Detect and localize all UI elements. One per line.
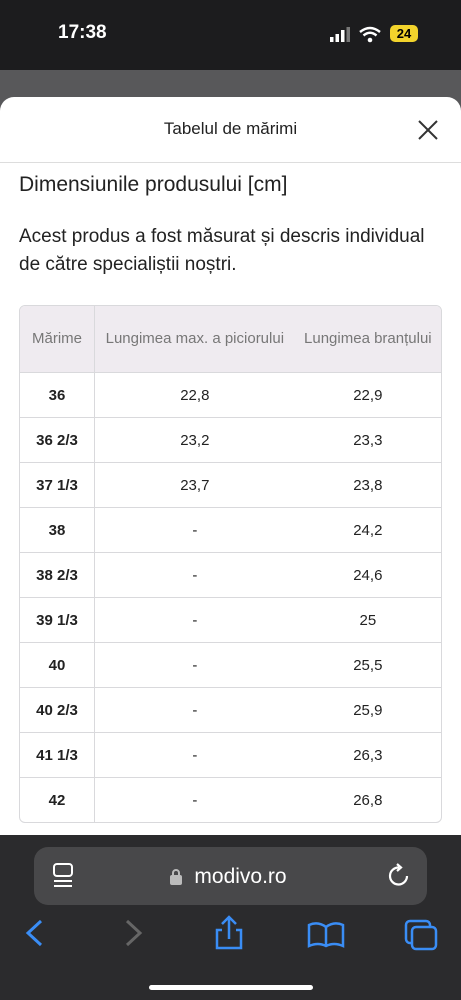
table-row: 38-24,2 <box>20 507 441 553</box>
header-cell: Lungimea max. a piciorului <box>94 306 295 373</box>
table-cell: - <box>94 642 295 688</box>
close-button[interactable] <box>417 119 439 141</box>
table-cell: 23,7 <box>94 462 295 508</box>
toolbar <box>25 915 438 951</box>
table-cell: 23,3 <box>294 417 441 463</box>
divider <box>0 162 461 163</box>
header-cell: Lungimea branțului <box>294 306 441 373</box>
home-indicator <box>149 985 313 990</box>
reload-icon[interactable] <box>386 863 412 889</box>
table-cell: - <box>94 507 295 553</box>
modal-title: Tabelul de mărimi <box>163 119 298 138</box>
table-cell: 36 2/3 <box>20 417 95 463</box>
table-cell: - <box>94 732 295 778</box>
table-cell: 25 <box>294 597 441 643</box>
status-icons <box>330 26 381 43</box>
forward-button <box>125 919 143 947</box>
header-cell: Mărime <box>20 306 95 373</box>
table-row: 40-25,5 <box>20 642 441 688</box>
table-cell: 38 2/3 <box>20 552 95 598</box>
table-cell: 24,2 <box>294 507 441 553</box>
table-cell: 41 1/3 <box>20 732 95 778</box>
table-cell: 39 1/3 <box>20 597 95 643</box>
table-cell: 40 <box>20 642 95 688</box>
url-bar[interactable]: modivo.ro <box>34 847 427 905</box>
table-cell: 22,9 <box>353 386 383 404</box>
back-button[interactable] <box>25 919 43 947</box>
table-row: 37 1/3 23,7 23,8 <box>20 462 441 508</box>
table-row: 41 1/3-26,3 <box>20 732 441 778</box>
table-cell: 40 2/3 <box>20 687 95 733</box>
table-cell: 25,5 <box>294 642 441 688</box>
table-cell: 25,9 <box>294 687 441 733</box>
header-row: Mărime Lungimea max. a piciorului Lungimea… <box>20 306 441 373</box>
time: 17:38 <box>58 22 107 43</box>
size-modal: Tabelul de mărimi Dimensiunile produsulu… <box>0 97 461 835</box>
battery: 24 <box>390 25 418 42</box>
description: Acest produs a fost măsurat și descris i… <box>19 226 425 275</box>
table-cell: 36 <box>20 372 95 418</box>
table-cell: - <box>94 552 295 598</box>
table-row: 39 1/3-25 <box>20 597 441 643</box>
table-row: 38 2/3-24,6 <box>20 552 441 598</box>
table-cell: 26,8 <box>294 777 441 822</box>
share-button[interactable] <box>215 915 243 950</box>
table-cell: - <box>94 777 295 822</box>
table-cell: 42 <box>20 777 95 822</box>
table-cell: 26,3 <box>294 732 441 778</box>
bookmarks-button[interactable] <box>307 922 345 948</box>
url: modivo.ro <box>194 865 287 888</box>
table-cell: - <box>94 687 295 733</box>
tabs-button[interactable] <box>404 919 438 951</box>
reader-icon[interactable] <box>52 863 76 889</box>
table: Mărime Lungimea max. a piciorului Lungimea… <box>20 306 441 822</box>
table-row: 36 2/3 23,2 23,3 <box>20 417 441 463</box>
status-bar: 17:38 24 <box>0 0 461 70</box>
table-cell: 37 1/3 <box>20 462 95 508</box>
table-cell: 22,8 <box>180 386 210 404</box>
size-table: Mărime Lungimea max. a piciorului Lungimea… <box>19 305 442 823</box>
table-cell: 23,8 <box>294 462 441 508</box>
table-row: 42-26,8 <box>20 777 441 822</box>
table-cell: 38 <box>20 507 95 553</box>
table-cell: 24,6 <box>294 552 441 598</box>
table-row: 40 2/3-25,9 <box>20 687 441 733</box>
table-cell: 23,2 <box>94 417 295 463</box>
table-row: 36 22,8 22,9 <box>20 372 441 418</box>
table-cell: - <box>94 597 295 643</box>
heading: Dimensiunile produsului [cm] <box>19 173 288 196</box>
browser-bar: modivo.ro <box>0 835 461 1000</box>
lock-icon <box>170 869 182 885</box>
